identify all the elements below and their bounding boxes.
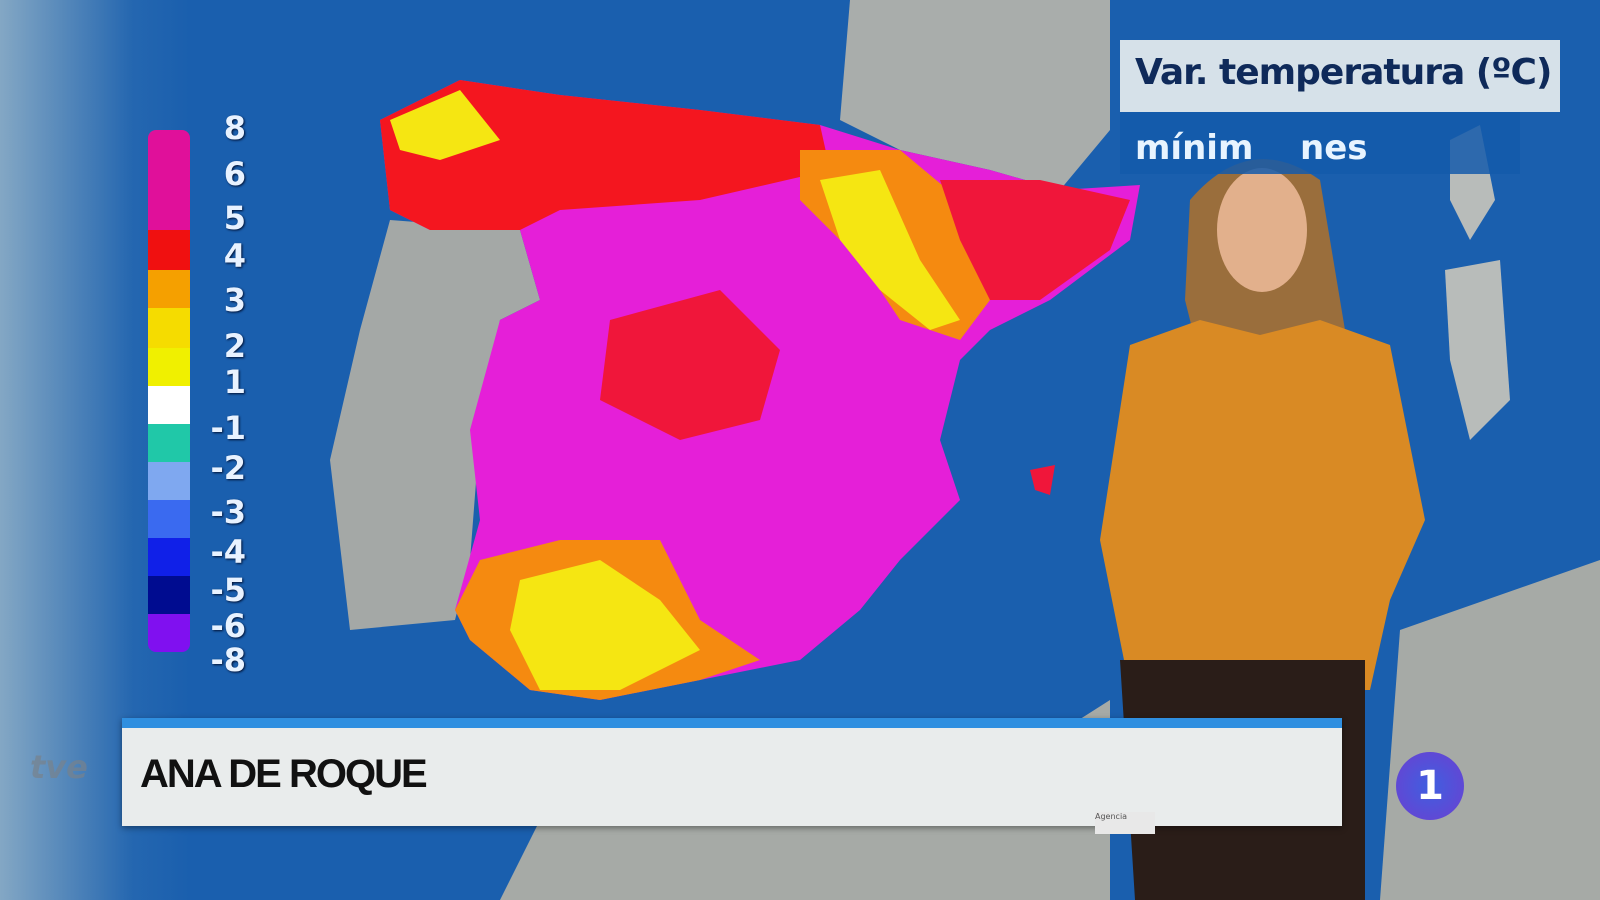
legend-swatch-minus4 [148, 538, 190, 576]
subtitle-start: mínim [1135, 128, 1254, 168]
north-orange-band [380, 80, 830, 230]
legend-swatch-3-4 [148, 270, 190, 308]
legend-label: -8 [210, 641, 246, 679]
legend-label: 1 [223, 363, 246, 401]
legend-swatch-minus5 [148, 576, 190, 614]
color-legend [148, 130, 190, 652]
legend-label: 5 [223, 199, 246, 237]
map-title: Var. temperatura (ºC) [1135, 52, 1552, 93]
legend-swatch-4-5 [148, 230, 190, 270]
legend-swatch-6-8 [148, 130, 190, 230]
legend-swatch-minus8 [148, 614, 190, 652]
ebro-yellow [820, 170, 960, 330]
presenter-face [1217, 168, 1307, 292]
legend-swatch-1-2 [148, 348, 190, 386]
catalonia-red [940, 180, 1130, 300]
legend-label: -6 [210, 607, 246, 645]
balearic [1030, 465, 1055, 495]
south-yellow [510, 560, 700, 690]
legend-swatch-neutral [148, 386, 190, 424]
legend-label: -5 [210, 571, 246, 609]
sardinia [1445, 260, 1510, 440]
north-yellow-patch [390, 90, 500, 160]
legend-swatch-minus2 [148, 462, 190, 500]
lower-third-banner [122, 718, 1342, 826]
legend-label: 4 [223, 237, 246, 275]
legend-label: 2 [223, 327, 246, 365]
legend-label: -1 [210, 409, 246, 447]
central-red [600, 290, 780, 440]
legend-label: -3 [210, 493, 246, 531]
legend-label: 3 [223, 281, 246, 319]
legend-label: 6 [223, 155, 246, 193]
legend-label: -2 [210, 449, 246, 487]
legend-swatch-2-3 [148, 308, 190, 348]
la1-channel-logo: 1 [1396, 752, 1464, 820]
presenter-sweater [1100, 320, 1425, 690]
subtitle-box [1120, 112, 1520, 174]
portugal-land [330, 220, 540, 630]
france-land [840, 0, 1110, 190]
tve-logo: tve [30, 748, 88, 786]
legend-swatch-minus3 [148, 500, 190, 538]
legend-label: 8 [223, 109, 246, 147]
legend-swatch-minus1 [148, 424, 190, 462]
subtitle-end: nes [1300, 128, 1368, 168]
credit-label: Agencia [1095, 812, 1155, 834]
title-box [1120, 40, 1560, 112]
presenter-name: ANA DE ROQUE [140, 752, 428, 796]
legend-label: -4 [210, 533, 246, 571]
